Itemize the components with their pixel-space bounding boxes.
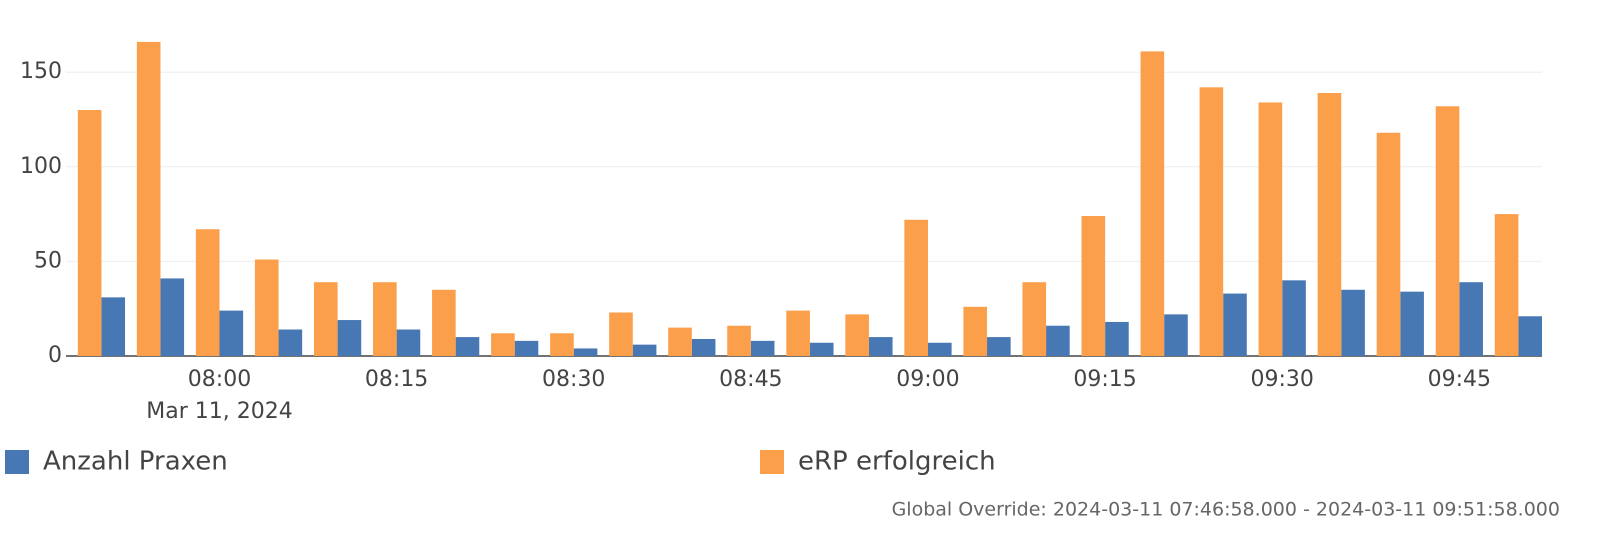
bar xyxy=(373,282,397,356)
footer: Global Override: 2024-03-11 07:46:58.000… xyxy=(892,499,1560,521)
bar xyxy=(1258,102,1283,356)
bar xyxy=(1494,214,1519,356)
x-tick-label: 08:15 xyxy=(365,367,428,392)
bar xyxy=(77,110,102,356)
bar xyxy=(1282,280,1306,356)
bar xyxy=(550,333,574,356)
bar xyxy=(1376,132,1401,356)
bar xyxy=(160,278,185,356)
bar xyxy=(668,327,692,356)
bar xyxy=(1105,321,1129,356)
x-tick-label: 08:30 xyxy=(542,367,605,392)
bar xyxy=(1199,87,1224,357)
bar xyxy=(455,337,480,356)
bar xyxy=(1140,51,1165,357)
legend-label: eRP erfolgreich xyxy=(798,447,996,477)
y-tick-label: 50 xyxy=(34,248,62,273)
bar xyxy=(254,259,279,356)
y-tick-label: 0 xyxy=(48,343,62,368)
bar xyxy=(1046,325,1070,356)
bar xyxy=(1459,282,1483,356)
y-tick-label: 150 xyxy=(20,59,62,84)
bar xyxy=(101,297,126,356)
bar xyxy=(1317,93,1342,357)
x-tick-label: 09:15 xyxy=(1073,367,1136,392)
x-tick-label: 09:45 xyxy=(1428,367,1491,392)
x-tick-label: 09:00 xyxy=(896,367,959,392)
bar xyxy=(809,342,834,356)
bar xyxy=(313,282,338,356)
bar xyxy=(1223,293,1247,356)
legend-label: Anzahl Praxen xyxy=(43,447,228,477)
bar xyxy=(491,333,515,356)
bar xyxy=(278,329,303,356)
bar xyxy=(1518,316,1542,356)
bar xyxy=(1400,291,1424,356)
bar xyxy=(573,348,598,356)
legend-swatch xyxy=(5,450,29,474)
bar xyxy=(727,325,751,356)
x-tick-label: 08:00 xyxy=(188,367,251,392)
y-tick-label: 100 xyxy=(20,154,62,179)
bar xyxy=(868,337,893,356)
bar xyxy=(396,329,421,356)
bar xyxy=(987,337,1011,356)
bar xyxy=(927,342,952,356)
bar xyxy=(136,41,161,356)
bar xyxy=(1341,289,1365,356)
bar xyxy=(1435,106,1460,356)
bar xyxy=(1081,215,1106,356)
bar xyxy=(750,340,775,356)
bar xyxy=(1164,314,1188,356)
bar xyxy=(904,219,928,356)
bar xyxy=(514,340,539,356)
bar xyxy=(195,229,220,356)
bar xyxy=(845,314,869,356)
bar xyxy=(609,312,633,356)
bar xyxy=(786,310,810,356)
bar xyxy=(1022,282,1047,356)
x-tick-label: 09:30 xyxy=(1251,367,1314,392)
bar xyxy=(691,338,716,356)
bar xyxy=(219,310,244,356)
bar xyxy=(432,289,456,356)
x-date-label: Mar 11, 2024 xyxy=(146,399,292,424)
bar xyxy=(632,344,657,356)
bar xyxy=(963,306,988,356)
bar xyxy=(337,320,362,356)
legend-swatch xyxy=(760,450,784,474)
x-tick-label: 08:45 xyxy=(719,367,782,392)
